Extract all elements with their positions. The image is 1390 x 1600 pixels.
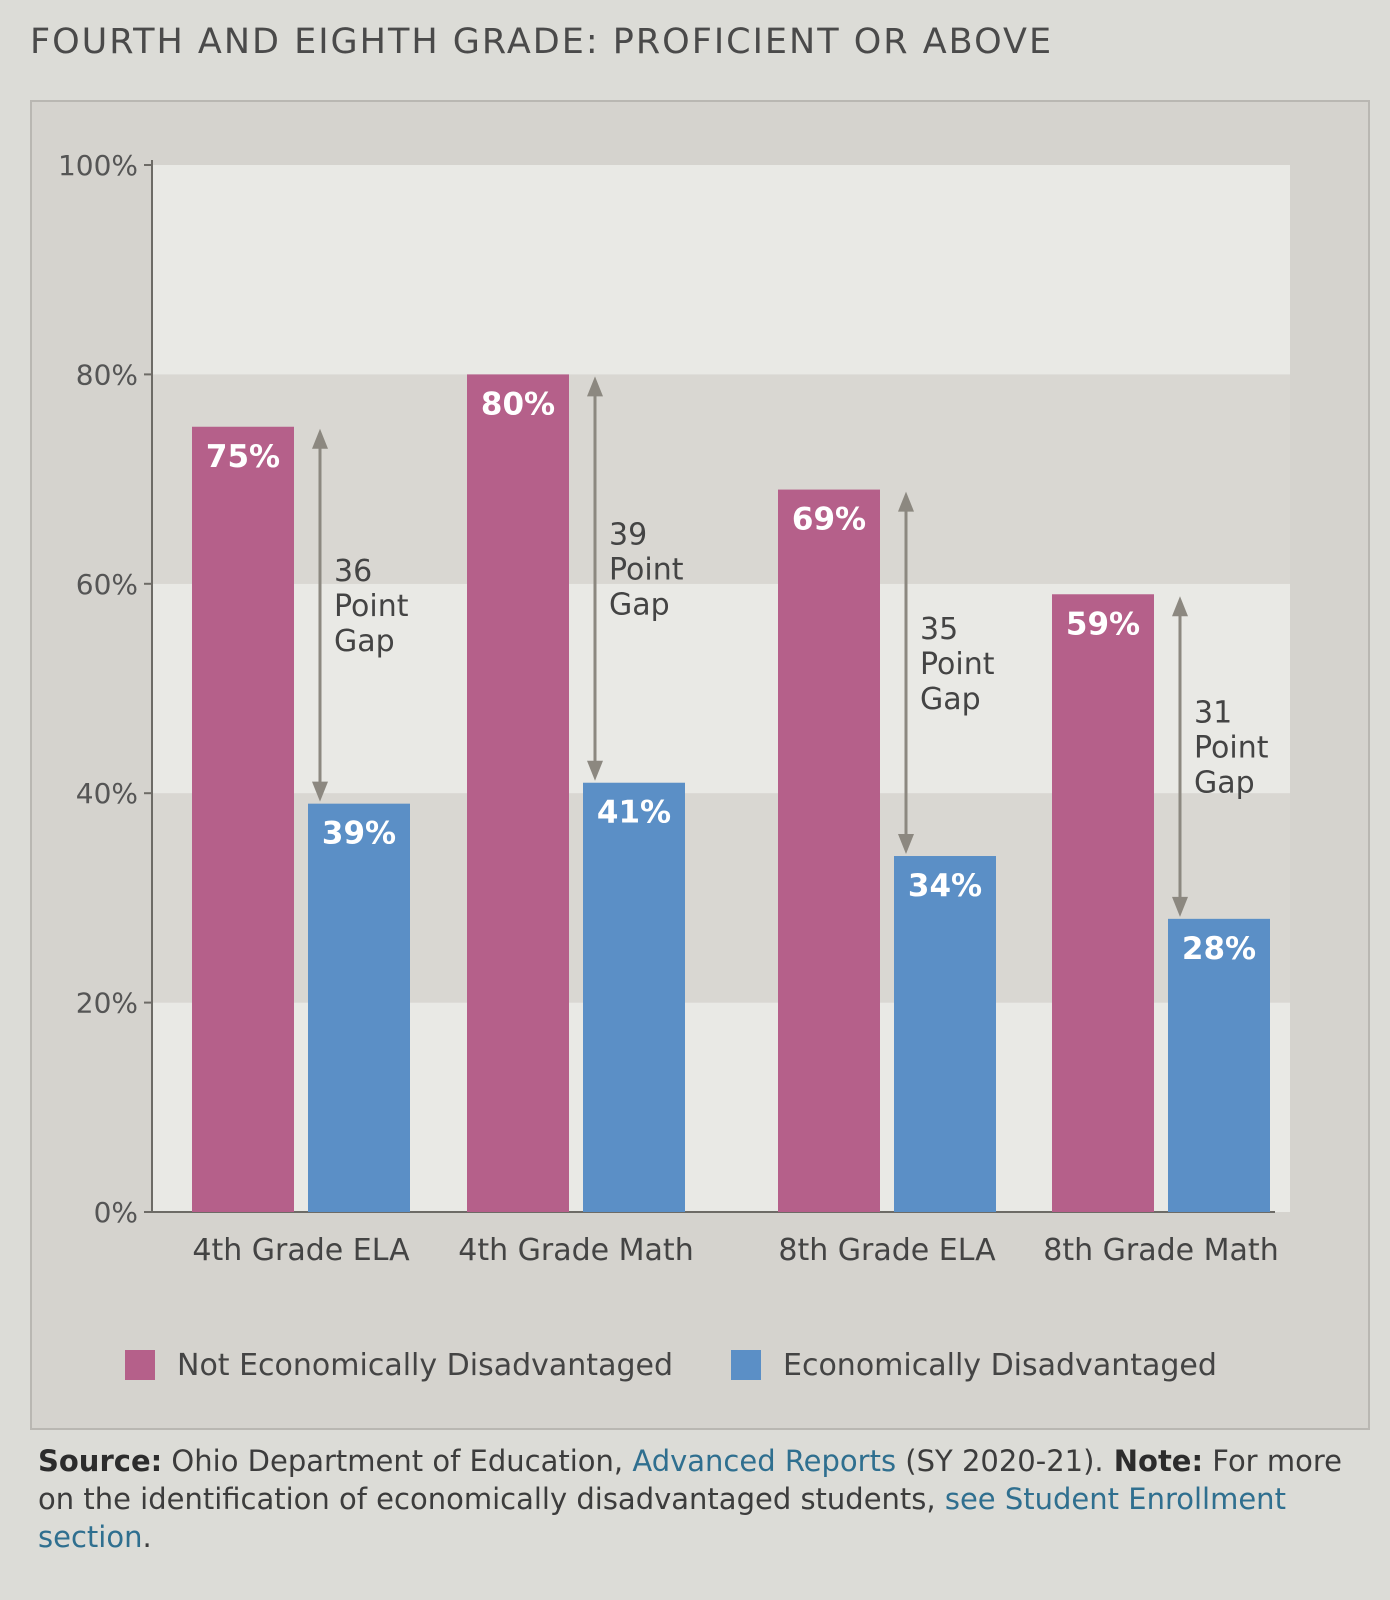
chart-title: FOURTH AND EIGHTH GRADE: PROFICIENT OR A… (30, 22, 1054, 62)
gap-arrow-head-down (312, 781, 328, 802)
gap-annotation-line: Gap (609, 588, 670, 623)
bar (894, 856, 996, 1212)
legend-label-not-disadvantaged: Not Economically Disadvantaged (177, 1347, 673, 1383)
bar-chart: 0%20%40%60%80%100%4th Grade ELA75%39%36P… (58, 149, 1290, 1268)
bar-data-label: 34% (908, 868, 982, 904)
source-year: (SY 2020-21). (896, 1444, 1104, 1478)
y-tick-label: 20% (76, 987, 138, 1020)
note-label: Note: (1103, 1444, 1204, 1478)
bar-data-label: 69% (792, 502, 866, 538)
gap-annotation-line: Point (609, 553, 684, 588)
source-label: Source: (38, 1444, 163, 1478)
x-category-label: 8th Grade Math (1043, 1233, 1278, 1268)
gap-annotation-line: 31 (1194, 696, 1232, 731)
bar-data-label: 41% (597, 795, 671, 831)
grid-band (152, 165, 1290, 375)
advanced-reports-link[interactable]: Advanced Reports (632, 1444, 897, 1478)
legend: Not Economically Disadvantaged Economica… (125, 1340, 1305, 1390)
bar-data-label: 28% (1182, 931, 1256, 967)
bar-data-label: 39% (322, 816, 396, 852)
x-category-label: 4th Grade ELA (192, 1233, 410, 1268)
gap-annotation-line: 39 (609, 518, 647, 553)
y-tick-label: 100% (58, 149, 138, 182)
gap-arrow-head-up (898, 491, 914, 512)
grid-band (152, 374, 1290, 584)
gap-annotation-line: Gap (920, 682, 981, 717)
source-note: Source: Ohio Department of Education, Ad… (38, 1442, 1358, 1556)
gap-annotation-line: Point (334, 589, 409, 624)
gap-arrow (312, 428, 328, 802)
bar (1052, 594, 1154, 1212)
bar-data-label: 75% (206, 439, 280, 475)
y-tick-label: 40% (76, 777, 138, 810)
y-tick-label: 0% (94, 1196, 138, 1229)
gap-arrow-head-down (898, 834, 914, 855)
gap-annotation-line: Gap (334, 624, 395, 659)
legend-item-not-disadvantaged: Not Economically Disadvantaged (125, 1348, 673, 1383)
bar (778, 489, 880, 1212)
gap-annotation-line: 36 (334, 554, 372, 589)
x-category-label: 8th Grade ELA (778, 1233, 996, 1268)
legend-item-disadvantaged: Economically Disadvantaged (731, 1348, 1217, 1383)
legend-swatch-not-disadvantaged (125, 1350, 155, 1380)
gap-arrow-head-down (1172, 896, 1188, 917)
note-text: For more on the identification of econom… (38, 1444, 1342, 1516)
bar (192, 426, 294, 1212)
bar-data-label: 80% (481, 386, 555, 422)
source-text: Ohio Department of Education, (162, 1444, 633, 1478)
gap-arrow-head-down (587, 760, 603, 781)
legend-swatch-disadvantaged (731, 1350, 761, 1380)
y-tick-label: 60% (76, 568, 138, 601)
bar (467, 374, 569, 1212)
y-tick-label: 80% (76, 358, 138, 391)
gap-annotation-line: Point (920, 647, 995, 682)
bar (583, 782, 685, 1212)
gap-arrow (587, 376, 603, 781)
x-category-label: 4th Grade Math (458, 1233, 693, 1268)
bar (308, 803, 410, 1212)
bar-data-label: 59% (1066, 606, 1140, 642)
gap-annotation-line: Point (1194, 731, 1269, 766)
note-end: . (142, 1520, 152, 1554)
gap-arrow-head-up (312, 428, 328, 449)
legend-label-disadvantaged: Economically Disadvantaged (783, 1347, 1217, 1383)
gap-annotation-line: Gap (1194, 766, 1255, 801)
bar (1168, 918, 1270, 1212)
gap-arrow-head-up (587, 376, 603, 397)
gap-arrow-head-up (1172, 596, 1188, 617)
gap-arrow (898, 491, 914, 855)
gap-arrow (1172, 596, 1188, 917)
student-enrollment-link[interactable]: see Student Enrollment section (38, 1482, 1286, 1554)
gap-annotation-line: 35 (920, 612, 958, 647)
